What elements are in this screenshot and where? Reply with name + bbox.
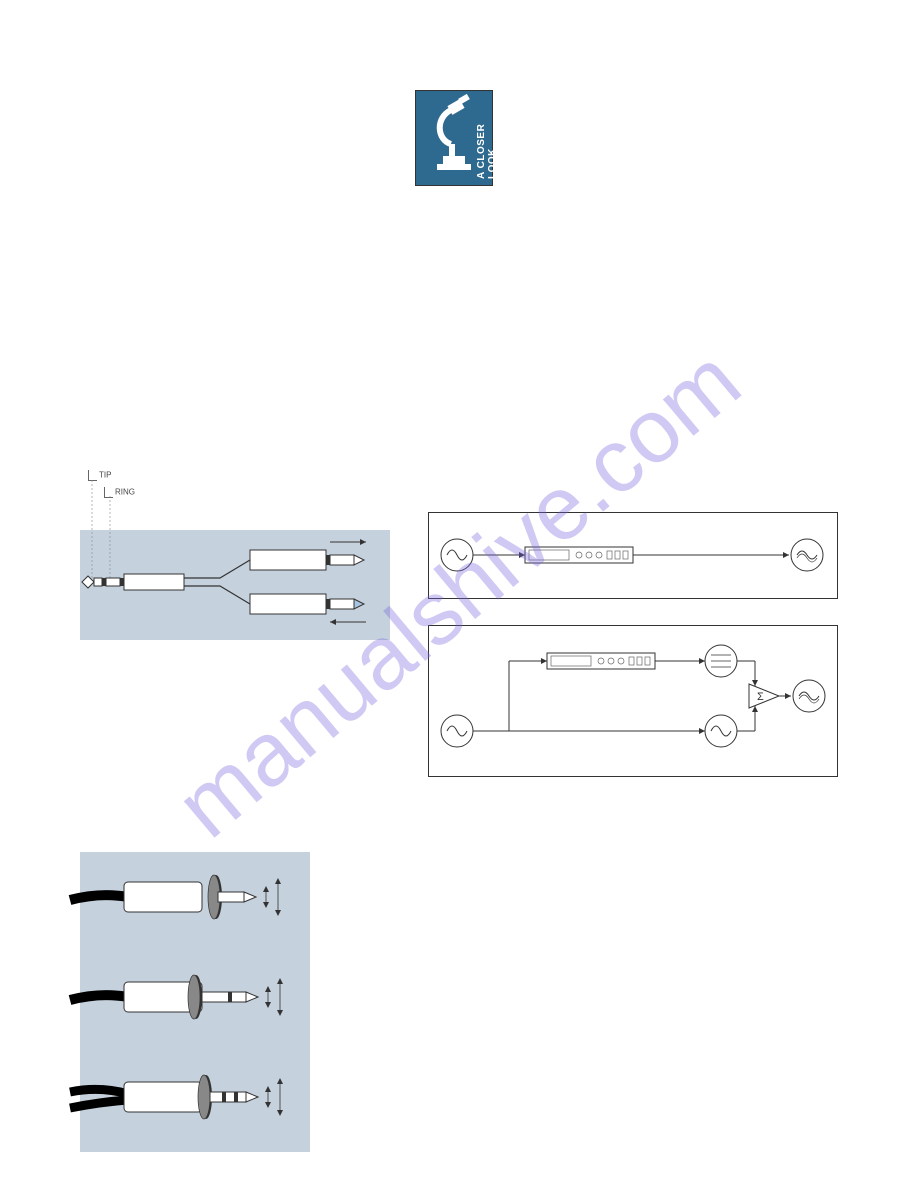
ring-label: RING — [115, 488, 135, 497]
tip-label: TIP — [99, 471, 111, 480]
jack-pos2-icon — [70, 975, 283, 1019]
signal-path-insert-diagram — [428, 512, 838, 599]
insert-cable-labels: TIP RING — [88, 470, 135, 498]
closer-look-label: A CLOSER LOOK — [476, 97, 490, 179]
signal-path-parallel-diagram: Σ — [428, 625, 838, 777]
jack-pos1-icon — [70, 875, 281, 919]
page: manualshive.com A CLOSER LOOK TIP RING — [0, 0, 918, 1188]
jack-positions-diagram — [80, 852, 310, 1152]
sum-label: Σ — [757, 691, 764, 703]
ts-plug-return-icon — [250, 594, 366, 625]
trs-plug-icon — [82, 574, 184, 590]
jack-pos3-icon — [70, 1075, 283, 1119]
ts-plug-send-icon — [250, 539, 366, 570]
closer-look-badge: A CLOSER LOOK — [415, 90, 493, 186]
insert-cable-diagram — [80, 530, 390, 640]
microscope-icon — [429, 96, 479, 180]
